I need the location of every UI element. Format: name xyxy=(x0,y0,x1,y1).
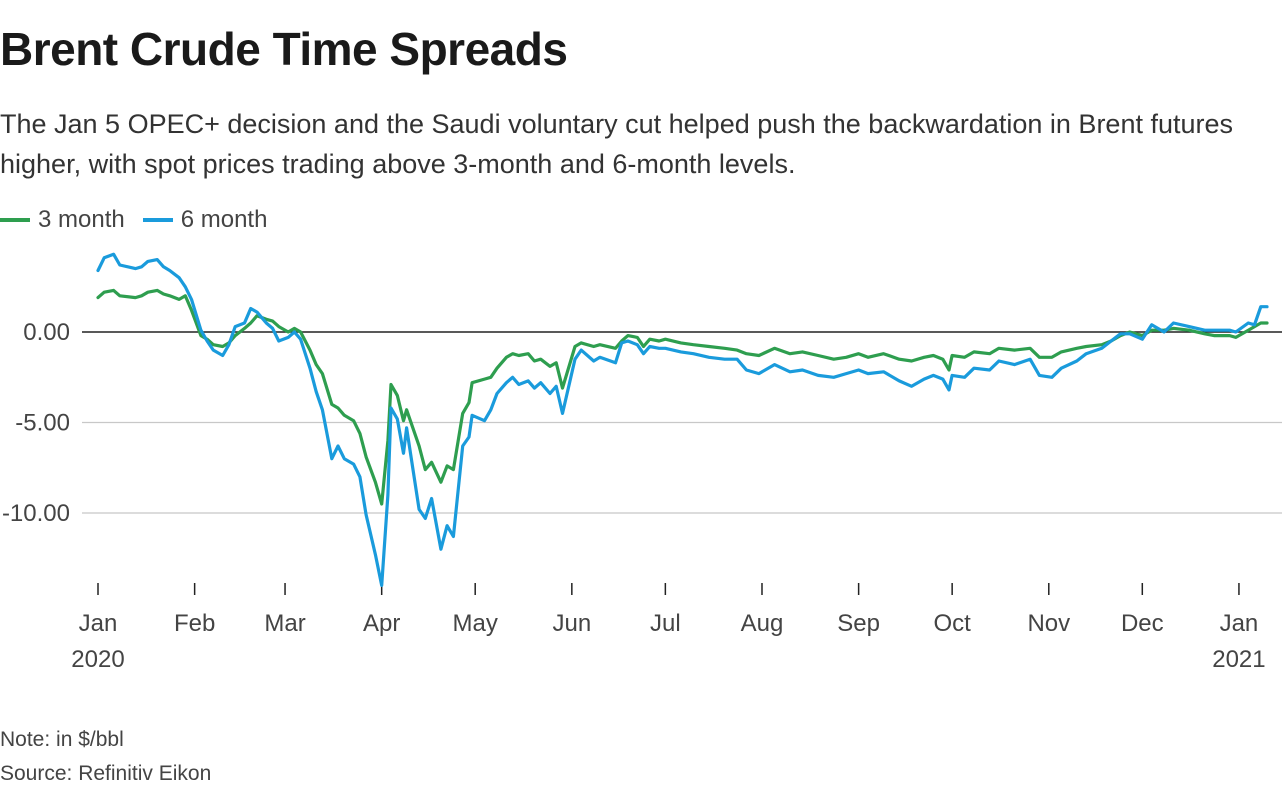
x-tick-year-label: 2021 xyxy=(1212,646,1265,673)
series-line-6-month xyxy=(96,252,1269,587)
x-tick-label: Jul xyxy=(650,610,681,637)
legend-item-3-month: 3 month xyxy=(0,206,125,234)
x-tick-label: Dec xyxy=(1121,610,1164,637)
legend: 3 month 6 month xyxy=(0,206,285,234)
x-tick-label: Apr xyxy=(363,610,400,637)
x-tick-label: Sep xyxy=(837,610,880,637)
series-line-3-month xyxy=(96,288,1269,506)
x-tick-label: Oct xyxy=(933,610,971,637)
x-tick-year-label: 2020 xyxy=(71,646,124,673)
y-tick-label: -5.00 xyxy=(15,410,70,437)
legend-swatch-3-month xyxy=(0,218,30,222)
line-chart: 0.00 -5.00 -10.00 Jan 2020 Feb Mar Apr May Jun Jul… xyxy=(2,252,1282,673)
x-tick-label: May xyxy=(453,610,498,637)
chart-subtitle: The Jan 5 OPEC+ decision and the Saudi v… xyxy=(0,109,1234,179)
y-tick-label: -10.00 xyxy=(2,500,70,527)
x-tick-label: Nov xyxy=(1027,610,1070,637)
source-text: Source: Refinitiv Eikon xyxy=(0,762,212,785)
legend-label-6-month: 6 month xyxy=(180,206,268,233)
x-tick-label: Feb xyxy=(174,610,215,637)
legend-label-3-month: 3 month xyxy=(38,206,125,233)
x-tick-label: Aug xyxy=(741,610,784,637)
note-text: Note: in $/bbl xyxy=(0,728,124,751)
x-tick-label: Jan xyxy=(1220,610,1259,637)
x-tick-label: Mar xyxy=(264,610,305,637)
x-tick-label: Jun xyxy=(552,610,591,637)
x-tick-label: Jan xyxy=(79,610,118,637)
y-tick-label: 0.00 xyxy=(23,319,70,346)
legend-item-6-month: 6 month xyxy=(142,206,268,234)
legend-swatch-6-month xyxy=(142,218,173,222)
chart-title: Brent Crude Time Spreads xyxy=(0,23,568,75)
